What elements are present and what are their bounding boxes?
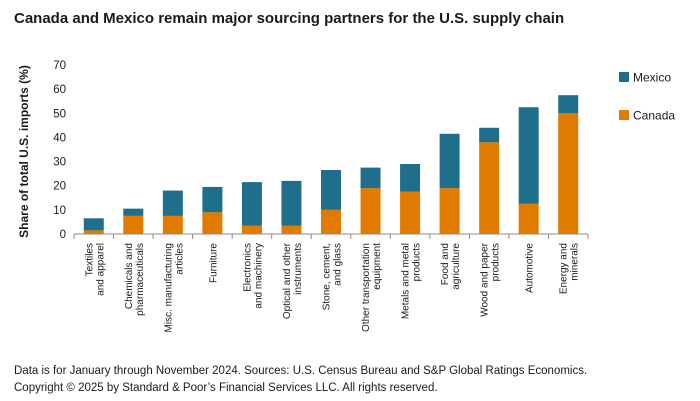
bar-canada	[360, 188, 381, 234]
x-category-label: and glass	[333, 243, 344, 286]
bar-canada	[281, 225, 302, 234]
x-category-label: Wood and paper	[480, 242, 491, 316]
x-category-label: Food and	[440, 243, 451, 285]
y-tick-label: 10	[53, 205, 66, 217]
bar-canada	[518, 203, 539, 234]
chart-title: Canada and Mexico remain major sourcing …	[14, 10, 565, 27]
x-category-label: Automotive	[525, 243, 536, 293]
x-category-label: Electronics	[242, 243, 253, 292]
y-axis: 0 10 20 30 40 50 60 70 Share of total U.S. impor…	[17, 60, 66, 241]
bar-canada	[83, 230, 104, 234]
x-category-label: pharmaceuticals	[135, 243, 146, 316]
bar-canada	[241, 225, 262, 234]
x-category-label: Misc. manufacturing	[163, 243, 174, 332]
bar-canada	[479, 142, 500, 234]
bar-mexico	[83, 218, 104, 231]
y-tick-label: 50	[53, 108, 66, 120]
bar-mexico	[321, 170, 341, 210]
x-category-label: agriculture	[451, 243, 462, 290]
bar-mexico	[360, 167, 381, 189]
x-category-label: products	[412, 243, 423, 281]
bar-mexico	[400, 163, 421, 192]
x-category-label: and machinery	[253, 243, 264, 309]
x-category-label: Stone, cement,	[322, 243, 333, 310]
bar-canada	[558, 113, 579, 234]
y-tick-label: 30	[53, 157, 66, 169]
bar-canada	[202, 212, 223, 234]
y-tick-label: 0	[60, 229, 66, 241]
y-axis-title: Share of total U.S. imports (%)	[17, 65, 31, 238]
legend-swatch-canada	[619, 110, 629, 120]
copyright-note: Copyright © 2025 by Standard & Poor’s Fi…	[14, 382, 438, 394]
source-note: Data is for January through November 202…	[14, 365, 588, 377]
y-tick-label: 60	[53, 84, 66, 96]
bar-mexico	[518, 107, 539, 204]
bar-canada	[439, 188, 460, 234]
bar-canada	[321, 209, 341, 234]
bar-canada	[400, 191, 421, 234]
bar-mexico	[202, 186, 223, 213]
y-tick-label: 40	[53, 132, 66, 144]
x-category-label: products	[491, 243, 502, 281]
x-category-label: instruments	[293, 243, 304, 295]
x-category-label: Other transportation	[361, 243, 372, 332]
bar-canada	[123, 215, 144, 234]
y-tick-label: 20	[53, 181, 66, 193]
x-category-label: equipment	[372, 243, 383, 290]
bar-mexico	[479, 127, 500, 143]
legend-swatch-mexico	[619, 72, 629, 82]
x-category-label: and apparel	[95, 243, 106, 296]
bar-mexico	[439, 133, 460, 189]
bar-canada	[162, 215, 183, 234]
y-tick-label: 70	[53, 60, 66, 72]
x-category-label: Chemicals and	[124, 243, 135, 309]
x-category-label: Furniture	[208, 243, 219, 283]
x-category-label: Textiles	[84, 243, 95, 276]
x-category-label: Optical and other	[282, 242, 293, 319]
x-category-label: minerals	[570, 243, 581, 281]
legend-label-mexico: Mexico	[633, 71, 671, 85]
bar-mexico	[241, 182, 262, 226]
legend-label-canada: Canada	[633, 109, 675, 123]
x-category-label: Metals and metal	[401, 243, 412, 319]
x-category-label: Energy and	[559, 243, 570, 294]
bar-mexico	[162, 190, 183, 216]
x-category-label: articles	[174, 243, 185, 275]
legend: Mexico Canada	[619, 71, 675, 123]
bar-mexico	[558, 95, 579, 114]
bar-mexico	[123, 208, 144, 216]
bar-mexico	[281, 180, 302, 226]
x-axis: Textiles and apparel Chemicals and pharmace…	[73, 233, 589, 332]
bars	[83, 95, 579, 234]
